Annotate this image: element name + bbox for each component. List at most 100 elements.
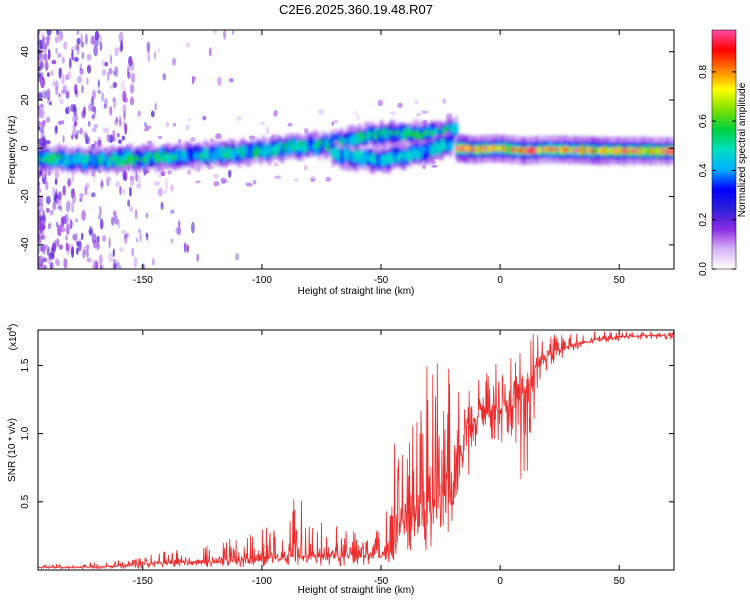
- ridge-blob: [670, 148, 674, 153]
- noise-speckle: [146, 41, 151, 53]
- spectrogram-y-tick-label: 40: [20, 46, 31, 58]
- noise-speckle: [79, 68, 84, 75]
- spectrogram-y-tick-label: 0: [20, 145, 31, 151]
- noise-speckle: [47, 48, 51, 61]
- spectrogram-x-tick-label: 0: [497, 275, 503, 286]
- spectrogram-y-axis-label: Frequency (Hz): [7, 116, 18, 185]
- noise-speckle: [215, 133, 222, 140]
- ridge-blob: [140, 156, 146, 163]
- noise-speckle: [128, 55, 133, 67]
- ridge-blob: [571, 148, 576, 153]
- noise-speckle: [86, 64, 92, 74]
- noise-speckle: [79, 197, 83, 202]
- ridge-blob: [84, 154, 91, 161]
- noise-speckle: [41, 90, 47, 99]
- ridge-blob: [165, 154, 171, 160]
- snr-y-tick-label: 1.0: [20, 426, 31, 440]
- noise-speckle: [40, 106, 45, 119]
- noise-speckle: [39, 220, 44, 229]
- noise-speckle: [390, 111, 397, 116]
- noise-speckle: [49, 209, 54, 216]
- noise-speckle: [81, 110, 86, 119]
- noise-speckle: [317, 108, 325, 116]
- noise-speckle: [38, 59, 42, 66]
- noise-speckle: [60, 120, 65, 125]
- noise-speckle: [208, 47, 212, 57]
- noise-speckle: [107, 71, 110, 82]
- noise-speckle: [113, 210, 117, 217]
- noise-speckle: [442, 98, 447, 105]
- noise-speckle: [41, 31, 45, 40]
- noise-speckle: [56, 237, 60, 248]
- noise-speckle: [377, 99, 383, 107]
- noise-speckle: [68, 57, 72, 69]
- noise-speckle: [42, 264, 47, 269]
- noise-speckle: [202, 115, 207, 121]
- ridge-blob: [563, 148, 569, 153]
- ridge-blob: [638, 149, 643, 153]
- noise-speckle: [153, 51, 157, 60]
- noise-speckle: [70, 201, 75, 210]
- noise-speckle: [123, 110, 126, 120]
- noise-speckle: [127, 71, 131, 80]
- noise-speckle: [73, 120, 78, 127]
- noise-speckle: [186, 244, 189, 254]
- ridge-blob: [483, 146, 488, 151]
- noise-speckle: [86, 77, 89, 86]
- noise-speckle: [84, 191, 89, 196]
- noise-speckle: [187, 118, 191, 122]
- noise-speckle: [38, 235, 42, 244]
- ridge-blob: [634, 148, 639, 153]
- noise-speckle: [55, 258, 59, 266]
- snr-y-multiplier-prefix: (x10: [8, 330, 19, 350]
- noise-speckle: [112, 129, 116, 142]
- ridge-blob: [134, 155, 140, 162]
- noise-speckle: [99, 264, 103, 269]
- noise-speckle: [55, 85, 59, 96]
- noise-speckle: [42, 137, 47, 149]
- ridge-blob: [128, 156, 134, 163]
- noise-speckle: [331, 121, 335, 126]
- spectrogram-x-tick-label: 50: [614, 275, 626, 286]
- noise-speckle: [76, 30, 80, 36]
- noise-speckle: [60, 216, 65, 228]
- noise-speckle: [40, 234, 45, 240]
- noise-speckle: [103, 104, 107, 109]
- noise-speckle: [125, 232, 129, 238]
- noise-speckle: [112, 70, 116, 76]
- noise-speckle: [38, 181, 41, 187]
- noise-speckle: [158, 173, 162, 179]
- noise-speckle: [186, 169, 192, 176]
- noise-speckle: [133, 256, 138, 268]
- colorbar-tick-label: 0.4: [698, 163, 709, 177]
- noise-speckle: [97, 89, 101, 95]
- noise-speckle: [135, 171, 138, 182]
- ridge-blob: [510, 147, 515, 152]
- noise-speckle: [58, 93, 61, 98]
- noise-speckle: [120, 40, 123, 53]
- noise-speckle: [178, 226, 181, 237]
- snr-x-tick-label: 50: [614, 576, 626, 587]
- noise-speckle: [69, 219, 73, 230]
- noise-speckle: [101, 68, 107, 77]
- noise-speckle: [123, 233, 127, 240]
- ridge-blob: [159, 155, 165, 162]
- ridge-blob: [660, 148, 666, 153]
- noise-speckle: [81, 232, 84, 241]
- ridge-blob: [408, 153, 414, 160]
- ridge-blob: [439, 145, 445, 152]
- noise-speckle: [84, 33, 88, 45]
- ridge-blob: [622, 149, 628, 154]
- colorbar-tick-label: 0.6: [698, 114, 709, 128]
- noise-speckle: [60, 227, 66, 233]
- noise-speckle: [45, 40, 50, 46]
- noise-speckle: [39, 137, 43, 143]
- ridge-blob: [666, 149, 671, 154]
- ridge-blob: [472, 147, 477, 152]
- noise-speckle: [74, 232, 78, 244]
- snr-y-axis-label: SNR (10 * v/v): [7, 418, 18, 482]
- noise-speckle: [121, 135, 125, 141]
- noise-speckle: [165, 178, 168, 191]
- noise-speckle: [116, 261, 120, 269]
- noise-speckle: [162, 73, 167, 81]
